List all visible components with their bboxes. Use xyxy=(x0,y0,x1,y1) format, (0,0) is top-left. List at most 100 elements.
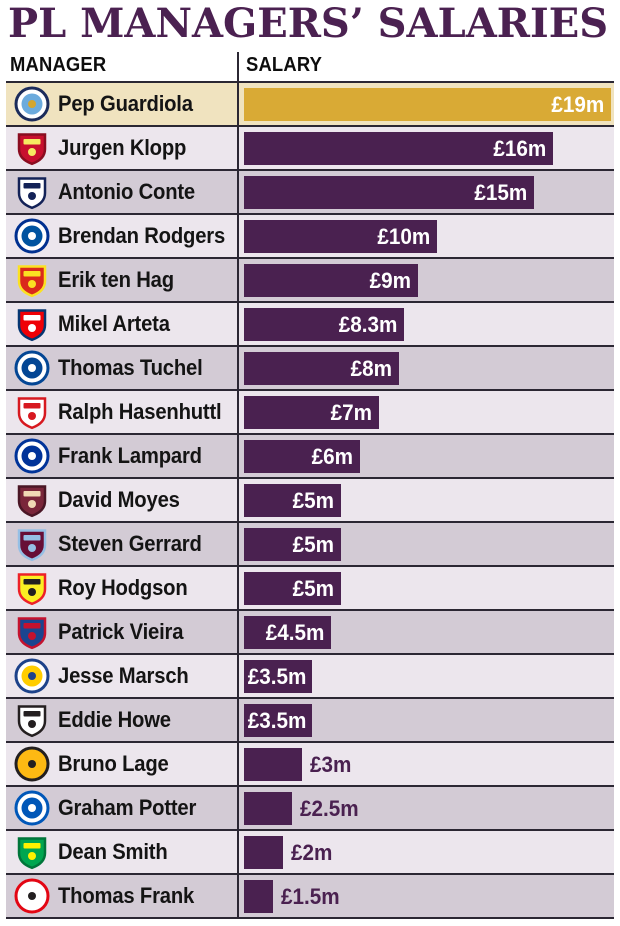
salary-value: £3m xyxy=(310,752,352,777)
salary-bar: £5m xyxy=(244,572,341,605)
table-row: Patrick Vieira £4.5m xyxy=(6,611,614,655)
salary-value: £5m xyxy=(292,488,334,513)
manager-name: Antonio Conte xyxy=(58,179,196,204)
leicester-crest xyxy=(14,218,50,254)
salary-value: £8m xyxy=(350,356,392,381)
manager-name: Bruno Lage xyxy=(58,751,169,776)
manager-name: Brendan Rodgers xyxy=(58,223,226,248)
salary-bar xyxy=(244,792,292,825)
manager-column-header: MANAGER xyxy=(10,54,107,76)
norwich-crest xyxy=(14,834,50,870)
salary-bar: £9m xyxy=(244,264,418,297)
manager-name: Jurgen Klopp xyxy=(58,135,187,160)
salary-bar: £3.5m xyxy=(244,704,312,737)
manager-name: Graham Potter xyxy=(58,795,197,820)
salary-value: £9m xyxy=(369,268,411,293)
table-row: Pep Guardiola £19m xyxy=(6,83,614,127)
table-row: Frank Lampard £6m xyxy=(6,435,614,479)
table-row: Dean Smith £2m xyxy=(6,831,614,875)
table-header: MANAGER SALARY xyxy=(0,54,620,81)
page-title: PL MANAGERS’ SALARIES xyxy=(8,0,609,47)
salary-value: £2m xyxy=(291,840,333,865)
manager-name: Dean Smith xyxy=(58,839,168,864)
table-row: Brendan Rodgers £10m xyxy=(6,215,614,259)
arsenal-crest xyxy=(14,306,50,342)
manager-name: Patrick Vieira xyxy=(58,619,184,644)
salary-value: £15m xyxy=(474,180,527,205)
salary-bar: £7m xyxy=(244,396,379,429)
brentford-crest xyxy=(14,878,50,914)
table-row: Mikel Arteta £8.3m xyxy=(6,303,614,347)
salary-bar: £4.5m xyxy=(244,616,331,649)
rows: Pep Guardiola £19m Jurgen Klopp £16m Anton… xyxy=(6,81,614,919)
salary-value: £3.5m xyxy=(247,664,307,689)
table-row: Thomas Tuchel £8m xyxy=(6,347,614,391)
salary-bar: £16m xyxy=(244,132,553,165)
manager-name: Eddie Howe xyxy=(58,707,171,732)
manager-name: Steven Gerrard xyxy=(58,531,202,556)
salary-value: £7m xyxy=(330,400,372,425)
wolves-crest xyxy=(14,746,50,782)
salary-bar xyxy=(244,880,273,913)
manager-name: Frank Lampard xyxy=(58,443,202,468)
watford-crest xyxy=(14,570,50,606)
salary-value: £5m xyxy=(292,576,334,601)
newcastle-crest xyxy=(14,702,50,738)
table-row: Graham Potter £2.5m xyxy=(6,787,614,831)
salary-value: £19m xyxy=(551,92,604,117)
table-row: Thomas Frank £1.5m xyxy=(6,875,614,919)
manager-name: Thomas Frank xyxy=(58,883,195,908)
salary-value: £10m xyxy=(377,224,430,249)
salary-value: £3.5m xyxy=(247,708,307,733)
table-row: Bruno Lage £3m xyxy=(6,743,614,787)
brighton-crest xyxy=(14,790,50,826)
salary-bar: £5m xyxy=(244,484,341,517)
salary-bar: £10m xyxy=(244,220,437,253)
manager-name: David Moyes xyxy=(58,487,180,512)
manager-name: Pep Guardiola xyxy=(58,91,193,116)
salary-bar: £19m xyxy=(244,88,611,121)
leeds-crest xyxy=(14,658,50,694)
everton-crest xyxy=(14,438,50,474)
salary-bar: £3.5m xyxy=(244,660,312,693)
salary-value: £8.3m xyxy=(338,312,397,337)
manager-name: Erik ten Hag xyxy=(58,267,174,292)
manchester-united-crest xyxy=(14,262,50,298)
salary-value: £2.5m xyxy=(300,796,359,821)
crystal-palace-crest xyxy=(14,614,50,650)
manager-name: Jesse Marsch xyxy=(58,663,189,688)
salary-bar: £15m xyxy=(244,176,534,209)
manager-name: Mikel Arteta xyxy=(58,311,170,336)
table-row: Steven Gerrard £5m xyxy=(6,523,614,567)
salary-bar: £8m xyxy=(244,352,399,385)
table-row: Erik ten Hag £9m xyxy=(6,259,614,303)
salary-value: £1.5m xyxy=(281,884,340,909)
chelsea-crest xyxy=(14,350,50,386)
manager-name: Ralph Hasenhuttl xyxy=(58,399,222,424)
manager-name: Thomas Tuchel xyxy=(58,355,203,380)
salary-column-header: SALARY xyxy=(246,54,323,76)
salary-bar xyxy=(244,748,302,781)
salary-bar: £5m xyxy=(244,528,341,561)
west-ham-crest xyxy=(14,482,50,518)
salary-value: £5m xyxy=(292,532,334,557)
aston-villa-crest xyxy=(14,526,50,562)
manager-name: Roy Hodgson xyxy=(58,575,188,600)
salary-bar: £6m xyxy=(244,440,360,473)
salary-bar: £8.3m xyxy=(244,308,404,341)
table-row: Ralph Hasenhuttl £7m xyxy=(6,391,614,435)
salary-value: £4.5m xyxy=(265,620,324,645)
salary-bar xyxy=(244,836,283,869)
manchester-city-crest xyxy=(14,86,50,122)
tottenham-crest xyxy=(14,174,50,210)
table-row: Jesse Marsch £3.5m xyxy=(6,655,614,699)
salary-value: £16m xyxy=(493,136,546,161)
table-row: Antonio Conte £15m xyxy=(6,171,614,215)
table-row: David Moyes £5m xyxy=(6,479,614,523)
table-row: Jurgen Klopp £16m xyxy=(6,127,614,171)
southampton-crest xyxy=(14,394,50,430)
salary-value: £6m xyxy=(311,444,353,469)
table-row: Eddie Howe £3.5m xyxy=(6,699,614,743)
table-row: Roy Hodgson £5m xyxy=(6,567,614,611)
